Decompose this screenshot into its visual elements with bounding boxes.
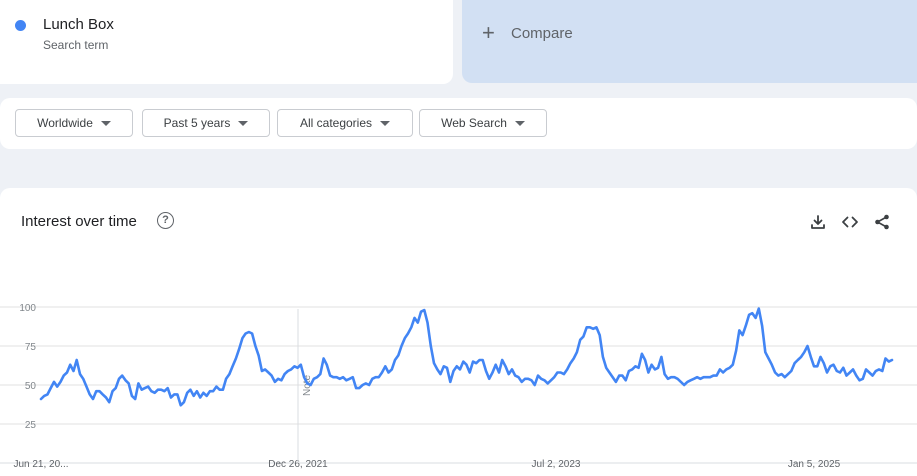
filter-bar: Worldwide Past 5 years All categories We… bbox=[0, 98, 917, 149]
compare-button[interactable]: + Compare bbox=[462, 0, 917, 83]
y-tick-label: 50 bbox=[25, 381, 37, 392]
compare-label: Compare bbox=[511, 25, 573, 42]
search-term-name: Lunch Box bbox=[43, 16, 114, 33]
chart-title: Interest over time bbox=[21, 213, 137, 230]
y-tick-label: 100 bbox=[19, 303, 36, 314]
help-icon[interactable]: ? bbox=[157, 212, 174, 229]
filter-region-dropdown[interactable]: Worldwide bbox=[15, 109, 133, 137]
series-color-dot bbox=[15, 20, 26, 31]
caret-down-icon bbox=[380, 120, 391, 126]
x-tick-label: Jul 2, 2023 bbox=[532, 459, 581, 470]
download-icon[interactable] bbox=[809, 213, 827, 231]
series-line-lunch-box[interactable] bbox=[39, 307, 894, 407]
caret-down-icon bbox=[514, 120, 525, 126]
filter-time-range-label: Past 5 years bbox=[163, 116, 231, 130]
caret-down-icon bbox=[238, 120, 249, 126]
filter-time-range-dropdown[interactable]: Past 5 years bbox=[142, 109, 270, 137]
y-tick-label: 25 bbox=[25, 420, 37, 431]
share-icon[interactable] bbox=[873, 213, 891, 231]
embed-code-icon[interactable] bbox=[841, 213, 859, 231]
x-tick-label: Jun 21, 20... bbox=[13, 459, 68, 470]
interest-over-time-card: Interest over time ? 100 75 50 25 Jun 21, 20… bbox=[0, 188, 917, 476]
x-tick-label: Jan 5, 2025 bbox=[788, 459, 841, 470]
filter-category-label: All categories bbox=[299, 116, 373, 130]
filter-region-label: Worldwide bbox=[37, 116, 93, 130]
filter-search-type-dropdown[interactable]: Web Search bbox=[419, 109, 547, 137]
plus-icon: + bbox=[482, 20, 495, 45]
x-tick-label: Dec 26, 2021 bbox=[268, 459, 328, 470]
annotation-label[interactable]: Note bbox=[302, 374, 313, 396]
filter-search-type-label: Web Search bbox=[441, 116, 507, 130]
search-term-card[interactable]: Lunch Box Search term bbox=[0, 0, 453, 84]
y-tick-label: 75 bbox=[25, 342, 37, 353]
search-term-subtitle: Search term bbox=[43, 38, 109, 52]
interest-line-chart: 100 75 50 25 Jun 21, 20... Dec 26, 2021 Jul 2,… bbox=[0, 303, 917, 470]
caret-down-icon bbox=[100, 120, 111, 126]
filter-category-dropdown[interactable]: All categories bbox=[277, 109, 413, 137]
